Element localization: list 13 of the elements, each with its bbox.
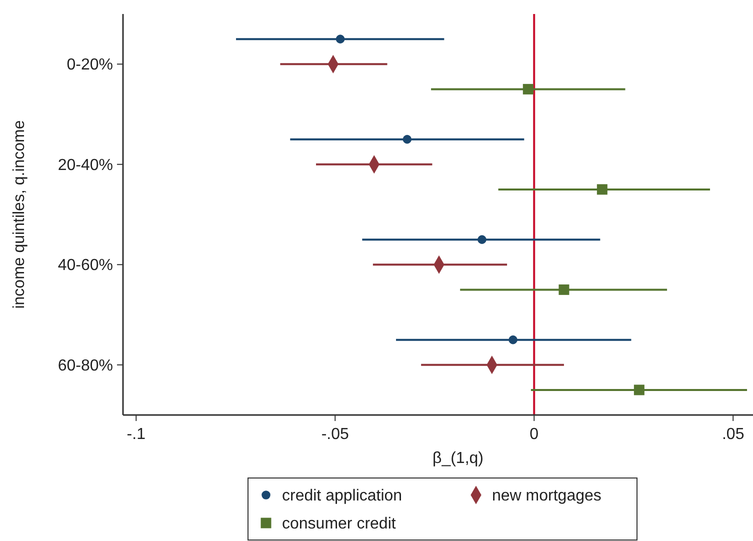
x-tick-label: -.1 [126, 426, 146, 443]
x-tick-label: 0 [530, 426, 539, 443]
legend-label: credit application [282, 488, 402, 505]
x-tick-label: .05 [722, 426, 744, 443]
x-axis-title: β_(1,q) [432, 450, 484, 467]
legend-label: new mortgages [492, 488, 602, 505]
x-tick-label: -.05 [321, 426, 350, 443]
y-tick-label: 60-80% [58, 357, 113, 374]
y-tick-label: 0-20% [66, 56, 113, 74]
y-tick-label: 40-60% [58, 257, 113, 274]
y-axis-title: income quintiles, q.income [11, 120, 28, 309]
y-tick-label: 20-40% [58, 156, 113, 174]
legend-label: consumer credit [282, 516, 396, 533]
